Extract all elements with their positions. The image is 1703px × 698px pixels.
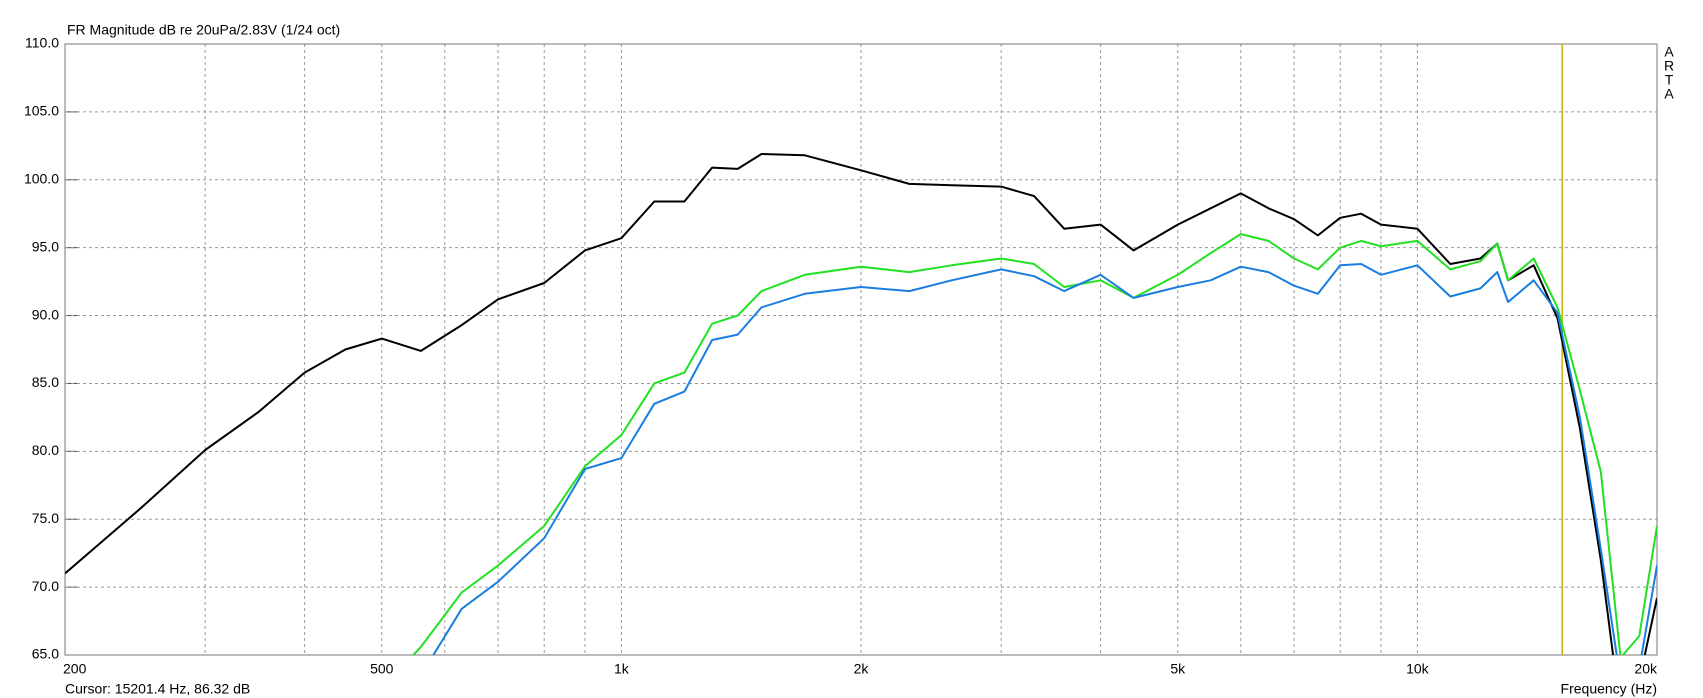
x-axis-label: Frequency (Hz) [1561, 681, 1657, 697]
y-tick-label: 80.0 [32, 442, 59, 458]
y-tick-label: 100.0 [24, 170, 59, 186]
x-tick-label: 10k [1406, 661, 1430, 677]
y-tick-label: 75.0 [32, 510, 59, 526]
x-tick-label: 2k [854, 661, 870, 677]
y-tick-label: 105.0 [24, 103, 59, 119]
y-tick-label: 85.0 [32, 374, 59, 390]
brand-letter: T [1665, 72, 1674, 88]
brand-letter: A [1664, 44, 1674, 60]
y-tick-label: 65.0 [32, 646, 59, 662]
x-tick-label: 500 [370, 661, 394, 677]
y-tick-label: 95.0 [32, 238, 59, 254]
x-tick-label: 20k [1634, 661, 1658, 677]
plot-frame [64, 43, 1658, 656]
brand-letter: A [1664, 86, 1674, 102]
series-line [432, 263, 1657, 655]
y-tick-label: 110.0 [25, 35, 59, 51]
y-tick-label: 70.0 [32, 578, 59, 594]
chart-title: FR Magnitude dB re 20uPa/2.83V (1/24 oct… [67, 22, 340, 38]
cursor-readout: Cursor: 15201.4 Hz, 86.32 dB [65, 681, 250, 697]
x-tick-label: 200 [63, 661, 87, 677]
y-tick-label: 90.0 [32, 306, 59, 322]
x-tick-label: 5k [1170, 661, 1186, 677]
x-tick-label: 1k [614, 661, 630, 677]
brand-letter: R [1664, 58, 1674, 74]
series-line [411, 233, 1657, 655]
